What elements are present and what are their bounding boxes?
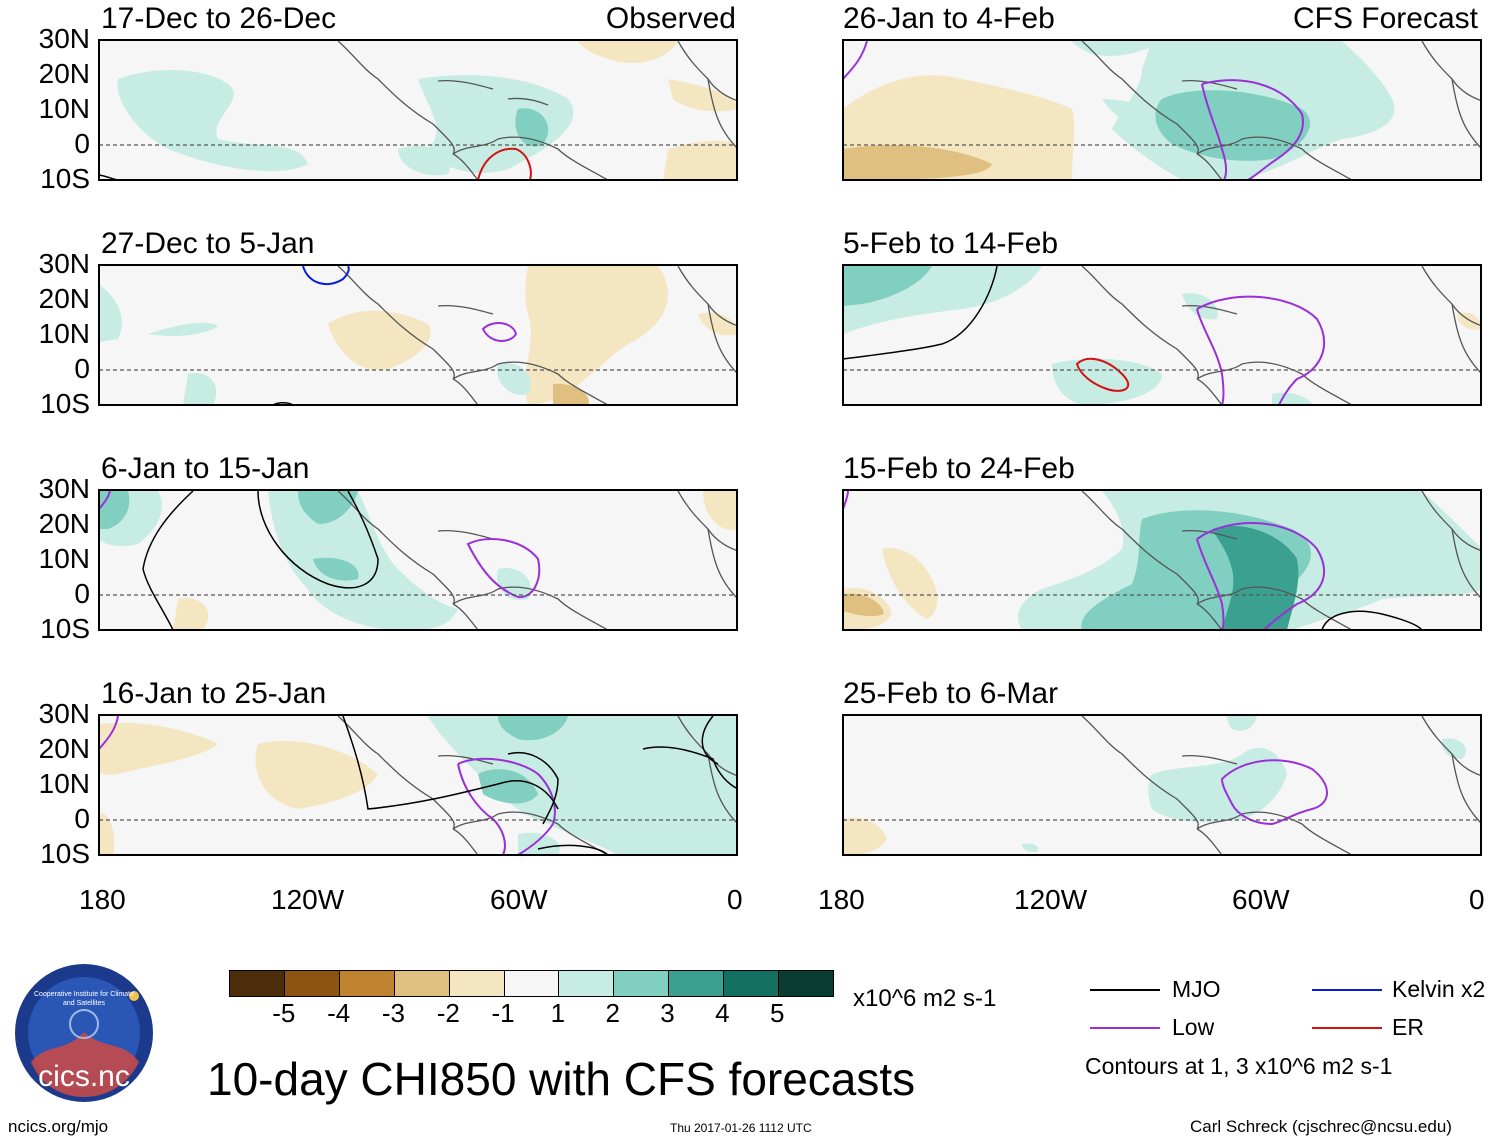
colorbar-tick-label: 4 — [715, 998, 730, 1028]
map-panel-left-4 — [98, 714, 738, 856]
footer-timestamp: Thu 2017-01-26 1112 UTC — [670, 1121, 812, 1135]
main-title: 10-day CHI850 with CFS forecasts — [207, 1053, 916, 1105]
colorbar-swatch — [613, 971, 669, 996]
lat-label-20n: 20N — [38, 508, 90, 539]
lat-label-30n: 30N — [38, 23, 90, 54]
map-panel-right-2 — [842, 264, 1482, 406]
colorbar-swatch — [558, 971, 614, 996]
panel-title-right-1: 26-Jan to 4-Feb — [843, 2, 1055, 35]
colorbar-tick-label: 3 — [660, 998, 675, 1028]
cics-logo: cics.nc Cooperative Institute for Climat… — [13, 962, 155, 1104]
lat-label-10s: 10S — [40, 388, 90, 419]
colorbar — [229, 970, 834, 997]
colorbar-swatch — [283, 971, 339, 996]
legend-low-label: Low — [1172, 1014, 1215, 1040]
lon-label-120w: 120W — [271, 884, 345, 915]
colorbar-tick-label: 1 — [550, 998, 566, 1028]
lat-label-10n: 10N — [38, 93, 90, 124]
lon-label-60w: 60W — [1232, 884, 1290, 915]
lat-label-30n: 30N — [38, 473, 90, 504]
lat-label-10n: 10N — [38, 318, 90, 349]
colorbar-swatch — [230, 971, 284, 996]
colorbar-tick-label: -3 — [381, 998, 406, 1028]
lat-label-eq: 0 — [74, 128, 90, 159]
colorbar-swatch — [393, 971, 449, 996]
panel-label-cfs-forecast: CFS Forecast — [1292, 2, 1478, 35]
footer-url: ncics.org/mjo — [8, 1117, 109, 1136]
lat-label-20n: 20N — [38, 733, 90, 764]
map-panel-right-4 — [842, 714, 1482, 856]
map-panel-right-3 — [842, 489, 1482, 631]
lat-label-30n: 30N — [38, 698, 90, 729]
colorbar-swatch — [668, 971, 724, 996]
lon-label-180: 180 — [79, 884, 126, 915]
legend-contours-note: Contours at 1, 3 x10^6 m2 s-1 — [1085, 1053, 1393, 1079]
panel-title-left-2: 27-Dec to 5-Jan — [101, 227, 315, 260]
legend-kelvin-label: Kelvin x2 — [1392, 976, 1486, 1002]
lon-label-180: 180 — [818, 884, 865, 915]
colorbar-swatch — [723, 971, 779, 996]
colorbar-tick-label: -1 — [491, 998, 515, 1028]
lat-label-eq: 0 — [74, 578, 90, 609]
lon-label-60w: 60W — [490, 884, 548, 915]
lat-label-30n: 30N — [38, 248, 90, 279]
panel-title-left-4: 16-Jan to 25-Jan — [101, 677, 327, 710]
panel-title-left-1: 17-Dec to 26-Dec — [101, 2, 337, 35]
lat-label-10s: 10S — [40, 838, 90, 869]
lat-label-eq: 0 — [74, 803, 90, 834]
logo-text: cics.nc — [38, 1060, 130, 1093]
colorbar-tick-label: 2 — [605, 998, 620, 1028]
footer-author: Carl Schreck (cjschrec@ncsu.edu) — [1190, 1117, 1452, 1136]
panel-title-right-4: 25-Feb to 6-Mar — [843, 677, 1059, 710]
panel-title-left-3: 6-Jan to 15-Jan — [101, 452, 310, 485]
map-panel-left-1 — [98, 39, 738, 181]
legend-er-label: ER — [1392, 1014, 1424, 1040]
map-panel-left-3 — [98, 489, 738, 631]
colorbar-tick-label: 5 — [769, 998, 785, 1028]
colorbar-swatch — [778, 971, 833, 996]
lon-label-120w: 120W — [1014, 884, 1088, 915]
colorbar-tick-label: -2 — [436, 998, 460, 1028]
lon-label-0: 0 — [727, 884, 743, 915]
map-panel-left-2 — [98, 264, 738, 406]
panel-title-right-2: 5-Feb to 14-Feb — [843, 227, 1059, 260]
colorbar-swatch — [448, 971, 504, 996]
lat-label-10s: 10S — [40, 163, 90, 194]
panel-title-right-3: 15-Feb to 24-Feb — [843, 452, 1075, 485]
lat-label-10n: 10N — [38, 768, 90, 799]
colorbar-units: x10^6 m2 s-1 — [853, 985, 997, 1012]
colorbar-tick-label: -5 — [272, 998, 296, 1028]
lat-label-10n: 10N — [38, 543, 90, 574]
lat-label-20n: 20N — [38, 58, 90, 89]
colorbar-swatch — [503, 971, 559, 996]
logo-ring-text: Cooperative Institute for Climate and Sa… — [34, 991, 134, 1007]
panel-label-observed: Observed — [605, 2, 736, 35]
legend-mjo-label: MJO — [1172, 976, 1221, 1002]
colorbar-tick-label: -4 — [327, 998, 351, 1028]
map-panel-right-1 — [842, 39, 1482, 181]
lat-label-10s: 10S — [40, 613, 90, 644]
colorbar-swatch — [338, 971, 394, 996]
lon-label-0: 0 — [1469, 884, 1485, 915]
lat-label-20n: 20N — [38, 283, 90, 314]
lat-label-eq: 0 — [74, 353, 90, 384]
